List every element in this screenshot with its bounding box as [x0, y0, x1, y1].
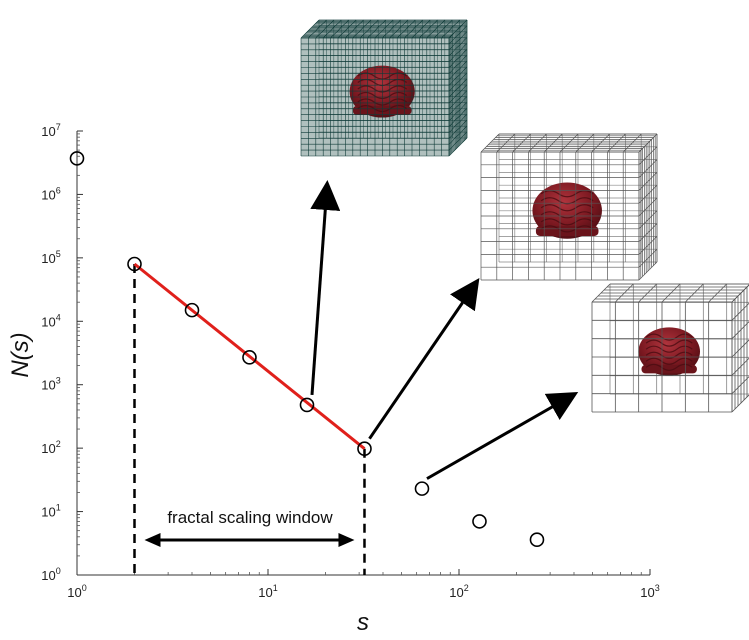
x-tick-label: 100: [67, 583, 86, 600]
brain-fold: [645, 333, 693, 341]
grid-line: [607, 133, 626, 153]
scaling-window-guides: [133, 264, 366, 575]
grid-line: [575, 133, 595, 153]
y-tick-label: 107: [41, 122, 60, 139]
brain-fold: [540, 211, 594, 219]
grid-line: [622, 133, 642, 153]
fit-line: [133, 262, 366, 450]
data-point: [69, 151, 85, 166]
arrow-to-coarse-grid: [426, 392, 579, 480]
x-axis-label: s: [357, 609, 369, 636]
grid-line: [731, 321, 749, 339]
data-points: [69, 151, 545, 548]
fit-line-group: [133, 262, 366, 450]
grid-line: [448, 137, 468, 157]
y-axis-label: N(s): [7, 332, 34, 377]
brain-icon: [638, 327, 700, 376]
scaling-window-label: fractal scaling window: [167, 508, 333, 527]
data-point: [414, 481, 430, 496]
grid-line: [448, 125, 468, 145]
window-arrow-left-head: [144, 533, 161, 547]
data-point: [299, 397, 315, 413]
window-arrow-right-head: [338, 533, 355, 547]
grid-line: [638, 210, 658, 230]
y-tick-label: 104: [41, 312, 60, 329]
arrow-to-medium-grid: [368, 278, 480, 440]
y-tick-label: 105: [41, 249, 60, 266]
grid-insets: [300, 19, 749, 480]
grid-line: [441, 19, 460, 39]
grid-line: [731, 357, 749, 376]
y-tick-label: 101: [41, 503, 60, 520]
brain-base: [535, 226, 599, 236]
data-point: [357, 441, 372, 456]
grid-line: [731, 376, 749, 394]
brain-fold: [540, 218, 594, 226]
grid-line: [638, 236, 658, 255]
grid-line: [638, 261, 658, 281]
brain-fold: [645, 351, 693, 359]
y-tick-label: 102: [41, 439, 60, 456]
data-point: [529, 532, 545, 548]
x-tick-label: 101: [258, 583, 277, 600]
grid-line: [731, 339, 749, 358]
arrow-to-fine-grid: [310, 180, 341, 396]
grid-line: [731, 394, 749, 413]
y-tick-label: 106: [41, 185, 60, 202]
medium-grid-brain: [480, 133, 658, 281]
data-point: [242, 350, 257, 365]
grid-line: [448, 131, 468, 151]
brain-fold: [645, 345, 693, 353]
grid-line: [731, 302, 749, 321]
data-point: [184, 302, 200, 318]
brain-fold: [540, 204, 594, 212]
coarse-grid-brain: [591, 283, 749, 413]
brain-fold: [540, 225, 594, 233]
axes: 100 101 102 103 100 101 102 103 104 105 106 107: [41, 122, 659, 600]
brain-fold: [645, 357, 693, 365]
data-point: [127, 256, 142, 272]
grid-line: [638, 197, 658, 217]
data-point: [472, 514, 487, 529]
fine-grid-brain: [300, 19, 468, 157]
brain-fold: [540, 197, 594, 205]
grid-line: [638, 223, 658, 242]
grid-line: [448, 120, 468, 139]
grid-line: [591, 133, 610, 153]
brain-fold: [645, 363, 693, 371]
brain-fold: [645, 339, 693, 347]
x-tick-label: 103: [640, 583, 659, 600]
grid-line: [638, 248, 658, 268]
grid-line: [433, 19, 453, 39]
y-tick-label: 100: [41, 566, 60, 583]
x-tick-label: 102: [449, 583, 468, 600]
brain-base: [641, 364, 697, 374]
y-tick-label: 103: [41, 376, 60, 393]
